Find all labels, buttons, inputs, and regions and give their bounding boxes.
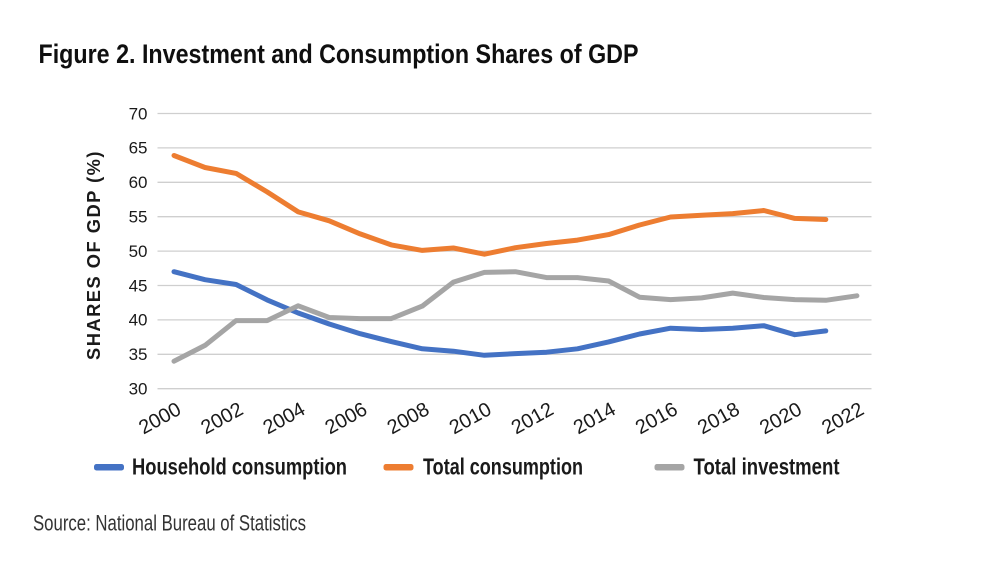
svg-text:2006: 2006 — [321, 398, 371, 439]
svg-text:50: 50 — [129, 242, 148, 261]
svg-text:2000: 2000 — [135, 398, 185, 439]
svg-text:2002: 2002 — [197, 398, 247, 439]
svg-text:2022: 2022 — [818, 398, 868, 439]
svg-text:Total consumption: Total consumption — [423, 454, 583, 480]
svg-text:2018: 2018 — [694, 398, 744, 439]
svg-text:Figure 2. Investment and Consu: Figure 2. Investment and Consumption Sha… — [39, 39, 639, 69]
svg-text:70: 70 — [129, 104, 148, 123]
svg-text:2008: 2008 — [384, 398, 434, 439]
svg-text:2016: 2016 — [632, 398, 682, 439]
svg-text:2020: 2020 — [756, 398, 806, 439]
svg-text:SHARES OF GDP (%): SHARES OF GDP (%) — [83, 150, 104, 360]
svg-text:65: 65 — [129, 139, 148, 158]
svg-text:2004: 2004 — [259, 398, 309, 439]
svg-text:Household consumption: Household consumption — [132, 454, 347, 480]
svg-text:40: 40 — [129, 311, 148, 330]
svg-text:2014: 2014 — [570, 398, 620, 439]
svg-text:Total investment: Total investment — [694, 454, 840, 480]
svg-text:30: 30 — [129, 380, 148, 399]
svg-text:2012: 2012 — [508, 398, 558, 439]
svg-text:55: 55 — [129, 208, 148, 227]
svg-text:2010: 2010 — [446, 398, 496, 439]
svg-text:35: 35 — [129, 345, 148, 364]
svg-text:45: 45 — [129, 276, 148, 295]
svg-text:60: 60 — [129, 173, 148, 192]
svg-text:Source: National Bureau of Sta: Source: National Bureau of Statistics — [33, 510, 306, 535]
